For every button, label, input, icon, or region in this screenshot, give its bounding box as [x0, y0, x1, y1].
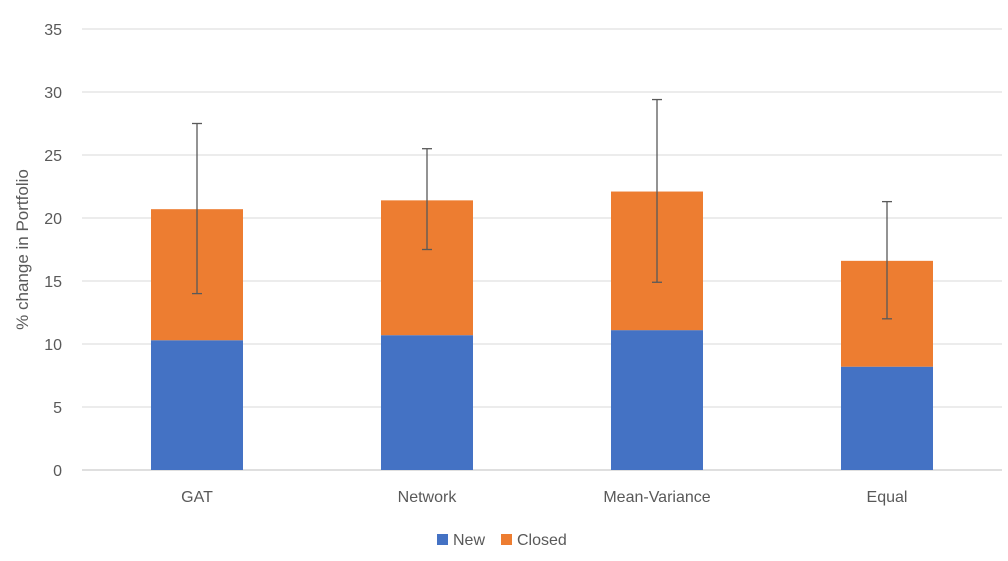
- bar-new-gat: [151, 340, 243, 470]
- x-tick-label: Network: [398, 489, 458, 506]
- y-tick-label: 20: [44, 211, 62, 228]
- y-tick-label: 10: [44, 337, 62, 354]
- y-axis-label: % change in Portfolio: [13, 169, 32, 330]
- y-tick-label: 15: [44, 274, 62, 291]
- legend-swatch-closed: [501, 534, 512, 545]
- x-axis-ticks: GAT Network Mean-Variance Equal: [181, 489, 907, 506]
- y-tick-label: 35: [44, 22, 62, 39]
- bars: [151, 191, 933, 470]
- bar-new-equal: [841, 366, 933, 470]
- y-tick-label: 5: [53, 400, 62, 417]
- y-tick-label: 0: [53, 463, 62, 480]
- legend: New Closed: [437, 532, 567, 549]
- legend-swatch-new: [437, 534, 448, 545]
- legend-label-closed: Closed: [517, 532, 567, 549]
- bar-new-mean-variance: [611, 330, 703, 470]
- x-tick-label: Mean-Variance: [603, 489, 710, 506]
- y-axis-ticks: 0 5 10 15 20 25 30 35: [44, 22, 62, 480]
- y-tick-label: 30: [44, 85, 62, 102]
- error-bars: [192, 98, 892, 320]
- x-tick-label: Equal: [867, 489, 908, 506]
- x-tick-label: GAT: [181, 489, 213, 506]
- y-tick-label: 25: [44, 148, 62, 165]
- legend-label-new: New: [453, 532, 485, 549]
- bar-new-network: [381, 335, 473, 470]
